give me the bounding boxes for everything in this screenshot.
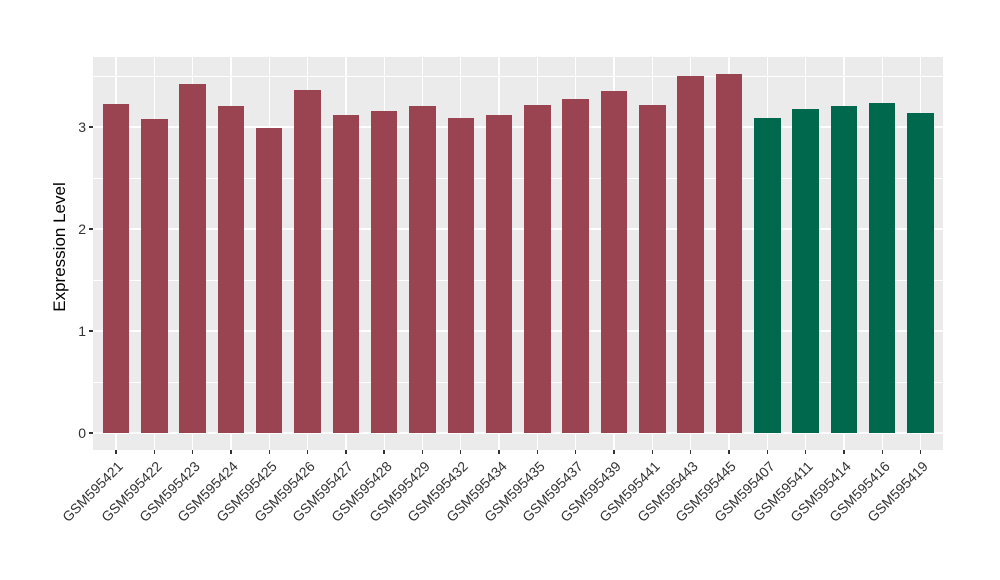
y-tick-mark: [89, 432, 93, 434]
plot-panel: [93, 57, 943, 450]
y-axis-title: Expression Level: [50, 182, 69, 312]
bar-GSM595434: [485, 114, 513, 433]
x-tick-mark: [153, 450, 155, 454]
gridline-minor-h: [93, 75, 943, 77]
bar-GSM595427: [332, 114, 360, 433]
x-tick-mark: [766, 450, 768, 454]
x-tick-mark: [651, 450, 654, 454]
x-tick-mark: [115, 450, 117, 454]
bar-GSM595422: [141, 118, 168, 433]
x-tick-mark: [881, 450, 883, 454]
y-tick-mark: [89, 330, 93, 332]
bar-GSM595426: [294, 90, 321, 433]
bar-GSM595435: [524, 104, 551, 433]
bar-GSM595421: [102, 103, 130, 433]
x-tick-mark: [230, 450, 232, 454]
bar-GSM595443: [677, 76, 704, 433]
x-tick-mark: [268, 450, 270, 454]
bar-GSM595439: [600, 91, 628, 433]
y-tick-mark: [89, 228, 93, 230]
x-tick-mark: [536, 450, 539, 454]
gridline-minor-h: [93, 381, 943, 383]
y-axis-tick-label: 3: [78, 119, 86, 135]
x-tick-mark: [728, 450, 730, 454]
bar-GSM595411: [792, 108, 819, 433]
y-axis-tick-label: 1: [78, 323, 86, 339]
bar-GSM595424: [217, 105, 245, 433]
x-tick-mark: [345, 450, 347, 454]
gridline-major-h: [93, 330, 943, 332]
bar-GSM595419: [907, 112, 934, 433]
x-tick-mark: [689, 450, 692, 454]
gridline-minor-h: [93, 177, 943, 179]
x-tick-mark: [575, 450, 577, 454]
gridline-major-h: [93, 432, 943, 434]
bar-GSM595445: [715, 73, 743, 433]
bar-GSM595437: [562, 99, 589, 433]
x-tick-mark: [498, 450, 500, 454]
gridline-major-h: [93, 126, 943, 128]
gridline-major-h: [93, 228, 943, 230]
x-tick-mark: [460, 450, 462, 454]
bar-GSM595414: [830, 105, 858, 433]
x-tick-mark: [191, 450, 194, 454]
bar-GSM595441: [639, 104, 666, 433]
bar-GSM595425: [255, 128, 283, 433]
x-tick-mark: [383, 450, 385, 454]
bar-GSM595407: [754, 117, 781, 433]
y-axis-tick-label: 0: [78, 425, 86, 441]
x-tick-mark: [613, 450, 615, 454]
bar-GSM595429: [409, 105, 436, 433]
y-axis-tick-label: 2: [78, 221, 86, 237]
bar-GSM595416: [868, 102, 896, 433]
x-tick-mark: [843, 450, 845, 454]
bar-GSM595432: [447, 117, 475, 433]
bar-GSM595428: [370, 110, 398, 433]
x-tick-mark: [804, 450, 807, 454]
x-tick-mark: [421, 450, 424, 454]
x-tick-mark: [306, 450, 309, 454]
bar-GSM595423: [179, 84, 206, 433]
gridline-minor-h: [93, 279, 943, 281]
x-tick-mark: [919, 450, 922, 454]
y-tick-mark: [89, 126, 93, 128]
